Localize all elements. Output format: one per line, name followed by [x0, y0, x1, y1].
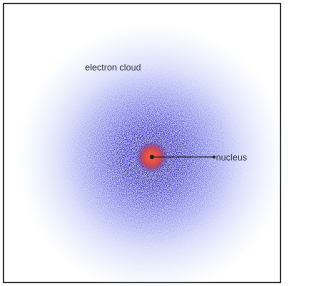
- cloud-label: electron cloud: [85, 62, 141, 72]
- nucleus-label: nucleus: [216, 152, 248, 162]
- page: electron cloud nucleus (() => { const da…: [0, 0, 320, 286]
- diagram: electron cloud nucleus: [0, 0, 284, 286]
